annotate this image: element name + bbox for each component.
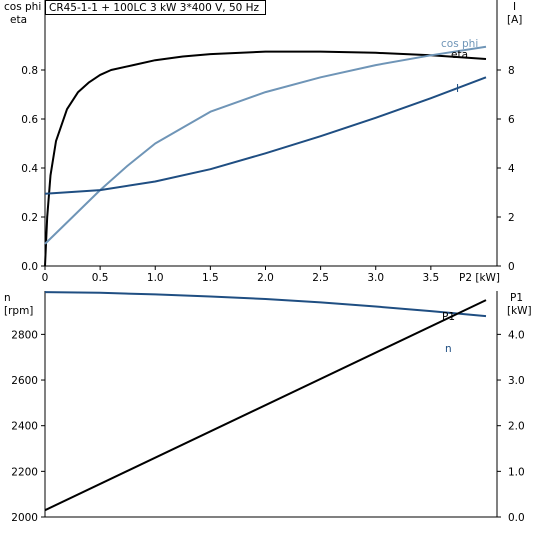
bottom-left-tick-label: 2400	[11, 421, 38, 433]
top-right-tick-label: 8	[508, 65, 515, 77]
bottom-left-tick-label: 2800	[11, 329, 38, 341]
series-cos-phi-label: cos phi	[441, 38, 478, 50]
series-P1-label: P1	[442, 311, 455, 323]
top-right-tick-label: 4	[508, 163, 515, 175]
x-tick-label: 2.0	[257, 272, 274, 284]
series-n-label: n	[445, 343, 452, 355]
x-tick-label: 1.0	[147, 272, 164, 284]
top-left-tick-label: 0.0	[21, 261, 38, 273]
x-tick-label: 0.5	[92, 272, 109, 284]
header-text: CR45-1-1 + 100LC 3 kW 3*400 V, 50 Hz	[49, 2, 260, 14]
bottom-right-tick-label: 3.0	[508, 375, 525, 387]
top-right-tick-label: 6	[508, 114, 515, 126]
bottom-left-tick-label: 2600	[11, 375, 38, 387]
top-left-axis-label-1: cos phi	[4, 1, 41, 13]
series-cos-phi-line	[44, 45, 487, 245]
series-n-line	[44, 291, 487, 318]
bottom-left-axis-label-1: n	[4, 292, 11, 304]
top-left-tick-label: 0.8	[21, 65, 38, 77]
series-eta-line	[44, 50, 487, 267]
header-box	[45, 0, 266, 15]
top-left-tick-label: 0.2	[21, 212, 38, 224]
x-tick-label: 3.5	[423, 272, 440, 284]
top-left-tick-label: 0.4	[21, 163, 38, 175]
series-P1-line	[44, 299, 487, 512]
x-axis-label: P2 [kW]	[459, 272, 500, 284]
bottom-right-tick-label: 1.0	[508, 466, 525, 478]
top-right-tick-label: 0	[508, 261, 515, 273]
bottom-left-tick-label: 2200	[11, 466, 38, 478]
x-tick-label: 3.0	[367, 272, 384, 284]
x-tick-label: 1.5	[202, 272, 219, 284]
x-tick-label: 2.5	[312, 272, 329, 284]
bottom-right-axis-label-1: P1	[510, 292, 523, 304]
series-eta-label: eta	[451, 49, 468, 61]
bottom-right-tick-label: 2.0	[508, 421, 525, 433]
top-left-axis-label-2: eta	[10, 14, 27, 26]
top-right-axis-label-2: [A]	[507, 14, 522, 26]
top-right-axis-label-1: I	[513, 1, 516, 13]
bottom-right-tick-label: 0.0	[508, 512, 525, 524]
series-I-line	[44, 76, 487, 195]
bottom-right-tick-label: 4.0	[508, 329, 525, 341]
top-right-tick-label: 2	[508, 212, 515, 224]
top-left-tick-label: 0.6	[21, 114, 38, 126]
bottom-left-axis-label-2: [rpm]	[4, 305, 33, 317]
bottom-right-axis-label-2: [kW]	[507, 305, 532, 317]
x-tick-label: 0	[42, 272, 49, 284]
series-I-label: I	[456, 83, 459, 95]
bottom-left-tick-label: 2000	[11, 512, 38, 524]
